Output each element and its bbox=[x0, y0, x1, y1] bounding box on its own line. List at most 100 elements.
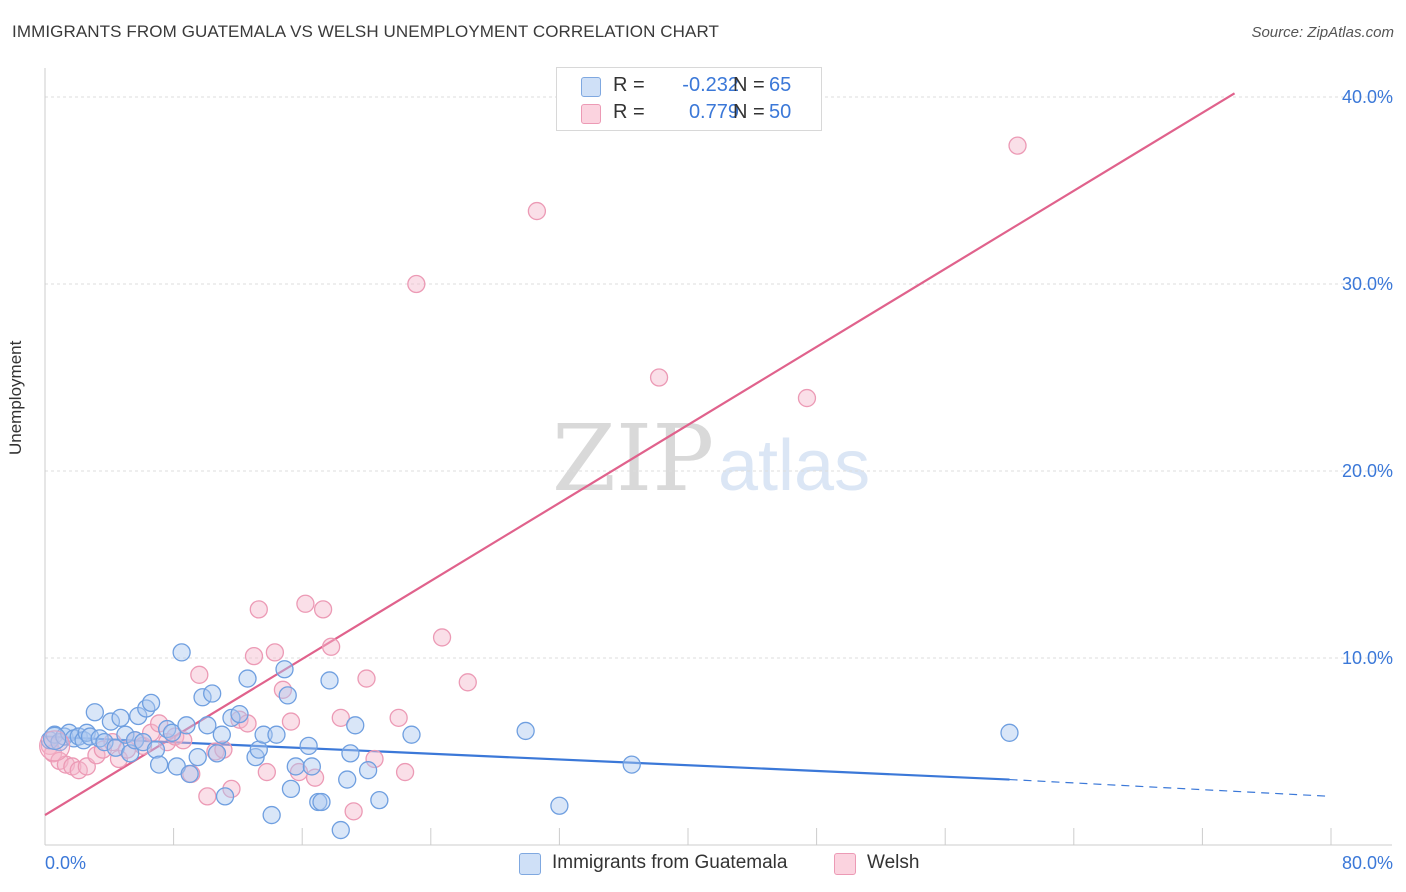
point-guatemala bbox=[402, 725, 421, 744]
point-guatemala bbox=[286, 757, 305, 776]
point-guatemala bbox=[137, 699, 156, 718]
point-guatemala bbox=[331, 820, 350, 840]
trend-line-welsh bbox=[44, 92, 1236, 817]
y-tick-label: 10.0% bbox=[1342, 648, 1393, 668]
legend-label: Immigrants from Guatemala bbox=[552, 852, 788, 873]
x-tick-label: 80.0% bbox=[1342, 853, 1393, 873]
y-tick-label: 40.0% bbox=[1342, 87, 1393, 107]
point-guatemala bbox=[238, 669, 257, 688]
point-guatemala bbox=[101, 712, 121, 731]
legend-swatch-blue bbox=[519, 853, 541, 875]
source-credit: Source: ZipAtlas.com bbox=[1251, 24, 1394, 41]
point-welsh bbox=[458, 673, 477, 692]
point-welsh bbox=[222, 779, 241, 799]
point-guatemala bbox=[267, 725, 286, 744]
point-guatemala bbox=[207, 744, 227, 763]
point-guatemala bbox=[312, 792, 331, 812]
point-guatemala bbox=[193, 688, 212, 707]
r-value: 0.779 bbox=[688, 101, 739, 123]
point-welsh bbox=[649, 368, 669, 387]
point-guatemala bbox=[188, 747, 207, 767]
point-welsh bbox=[432, 628, 452, 647]
point-guatemala bbox=[141, 693, 161, 713]
r-label: R = bbox=[613, 74, 645, 96]
point-guatemala bbox=[85, 703, 104, 722]
point-guatemala bbox=[203, 684, 222, 703]
point-welsh bbox=[249, 600, 268, 619]
point-welsh bbox=[305, 768, 325, 787]
legend-swatch-pink bbox=[581, 104, 601, 124]
point-welsh bbox=[244, 646, 264, 666]
point-welsh bbox=[407, 274, 426, 294]
point-guatemala bbox=[1000, 723, 1019, 742]
n-label: N = bbox=[733, 101, 765, 123]
point-guatemala bbox=[254, 725, 273, 744]
point-guatemala bbox=[302, 757, 321, 776]
point-guatemala bbox=[230, 704, 249, 724]
point-guatemala bbox=[278, 686, 297, 705]
r-label: R = bbox=[613, 101, 645, 123]
point-welsh bbox=[527, 201, 547, 221]
point-guatemala bbox=[275, 660, 294, 679]
point-guatemala bbox=[212, 725, 231, 744]
point-guatemala bbox=[111, 708, 130, 727]
point-welsh bbox=[331, 708, 350, 727]
point-guatemala bbox=[262, 805, 281, 825]
legend-swatch-pink bbox=[834, 853, 856, 875]
axes bbox=[44, 68, 1392, 846]
point-guatemala bbox=[95, 733, 114, 752]
point-welsh bbox=[273, 680, 293, 699]
point-guatemala bbox=[550, 796, 569, 815]
point-welsh bbox=[1008, 136, 1027, 155]
data-points bbox=[39, 136, 1027, 840]
legend-label: Welsh bbox=[867, 852, 920, 873]
chart-title: IMMIGRANTS FROM GUATEMALA VS WELSH UNEMP… bbox=[12, 22, 720, 41]
point-guatemala bbox=[341, 744, 360, 763]
point-welsh bbox=[198, 787, 217, 806]
point-guatemala bbox=[358, 761, 378, 780]
point-guatemala bbox=[146, 740, 166, 759]
point-guatemala bbox=[172, 643, 191, 662]
y-tick-label: 20.0% bbox=[1342, 461, 1393, 481]
point-welsh bbox=[281, 712, 301, 731]
point-welsh bbox=[321, 637, 341, 656]
point-guatemala bbox=[180, 764, 199, 784]
point-guatemala bbox=[162, 723, 182, 742]
point-guatemala bbox=[116, 725, 135, 744]
point-welsh-cluster bbox=[39, 730, 71, 762]
point-guatemala bbox=[516, 721, 535, 741]
trend-line-guatemala-extension bbox=[1009, 778, 1332, 797]
point-welsh bbox=[265, 643, 285, 662]
point-guatemala bbox=[281, 779, 301, 799]
point-guatemala bbox=[320, 671, 339, 690]
point-guatemala bbox=[346, 716, 365, 735]
n-value: 50 bbox=[769, 101, 792, 123]
point-welsh bbox=[395, 762, 415, 782]
tick-labels: 10.0% 20.0% 30.0% 40.0% 0.0% 80.0% bbox=[45, 87, 1393, 873]
point-guatemala bbox=[198, 716, 217, 735]
n-label: N = bbox=[733, 74, 765, 96]
point-guatemala bbox=[215, 787, 235, 806]
point-welsh bbox=[313, 600, 333, 619]
point-guatemala bbox=[622, 755, 641, 774]
point-guatemala bbox=[338, 770, 357, 789]
point-welsh bbox=[365, 749, 384, 769]
point-guatemala bbox=[370, 790, 389, 810]
point-welsh bbox=[257, 762, 276, 782]
correlation-legend: R = -0.232 N = 65 R = 0.779 N = 50 bbox=[556, 67, 822, 131]
point-welsh bbox=[296, 594, 315, 613]
point-guatemala bbox=[50, 733, 69, 752]
trend-lines bbox=[44, 92, 1332, 817]
point-guatemala bbox=[149, 755, 169, 774]
trend-line-guatemala bbox=[44, 735, 1010, 781]
watermark-atlas: atlas bbox=[718, 426, 870, 506]
point-guatemala bbox=[177, 716, 196, 735]
y-tick-label: 30.0% bbox=[1342, 274, 1393, 294]
x-tick-label: 0.0% bbox=[45, 853, 86, 873]
point-welsh bbox=[389, 708, 408, 727]
point-welsh bbox=[190, 665, 209, 684]
watermark: ZIP atlas bbox=[552, 405, 870, 512]
point-guatemala bbox=[299, 736, 318, 756]
grid bbox=[45, 96, 1392, 659]
